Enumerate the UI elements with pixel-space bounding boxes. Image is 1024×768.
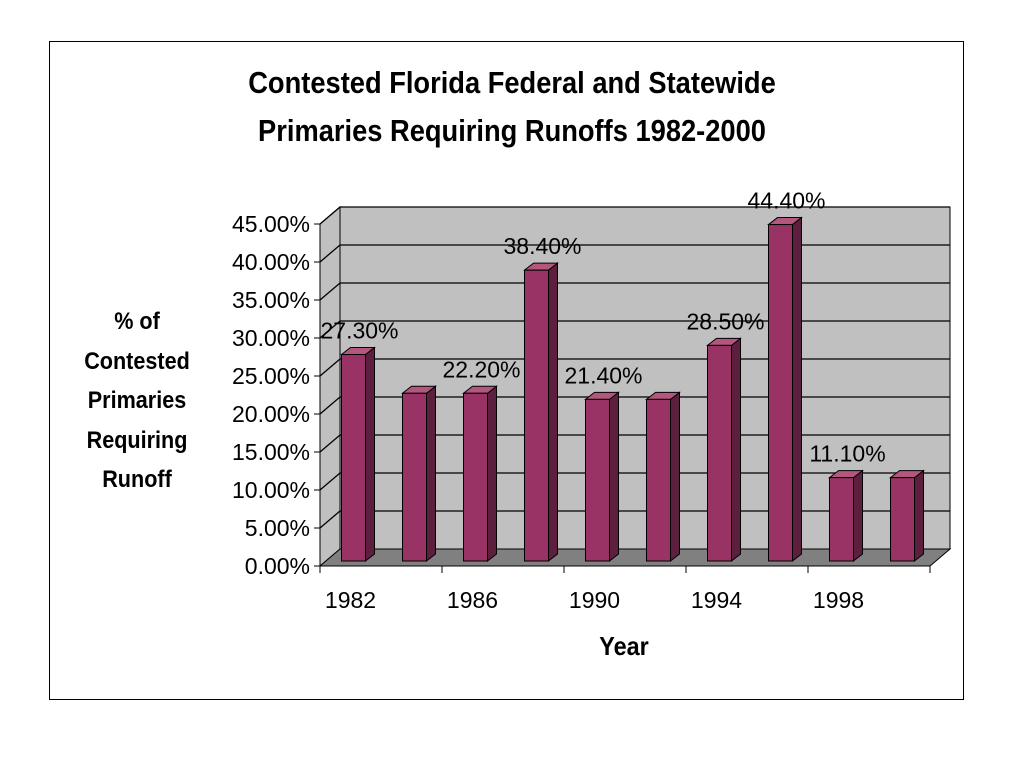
bar-side (548, 262, 558, 563)
bar (463, 392, 488, 562)
y-tick-label: 20.00% (232, 401, 310, 427)
x-tick-label: 1982 (325, 587, 376, 613)
y-tick-label: 5.00% (245, 515, 310, 541)
bar-side (487, 385, 497, 563)
y-tick-label: 0.00% (245, 553, 310, 579)
bar (646, 398, 671, 562)
y-tick-label: 45.00% (232, 211, 310, 237)
bar-side (426, 385, 436, 563)
bar (707, 344, 732, 562)
bar (402, 392, 427, 562)
side-wall (319, 205, 341, 568)
gridline (319, 510, 950, 529)
y-tick-label: 35.00% (232, 287, 310, 313)
x-tick-label: 1986 (447, 587, 498, 613)
bar (524, 269, 549, 562)
chart-title-line-2: Primaries Requiring Runoffs 1982-2000 (258, 113, 766, 148)
gridline (319, 472, 950, 491)
data-label: 11.10% (809, 441, 885, 467)
bar-side (792, 216, 802, 563)
y-tick-label: 10.00% (232, 477, 310, 503)
y-axis-label-line: Contested (84, 347, 190, 375)
y-axis-label-line: Requiring (86, 426, 188, 454)
data-label: 21.40% (564, 362, 642, 388)
bar (829, 477, 854, 562)
data-label: 27.30% (320, 318, 398, 344)
chart-frame (49, 41, 964, 700)
bar (341, 354, 366, 562)
gridline (319, 434, 950, 453)
bar-side (365, 346, 375, 563)
y-axis-label-line: Primaries (87, 387, 187, 414)
bar-side (670, 391, 680, 563)
y-tick-label: 15.00% (232, 439, 310, 465)
bar (890, 477, 915, 562)
gridline (319, 320, 950, 339)
bar (585, 398, 610, 562)
x-tick-label: 1998 (813, 587, 864, 613)
y-tick-label: 40.00% (232, 249, 310, 275)
y-axis-label: % of Contested Primaries Requiring Runof… (70, 302, 205, 500)
data-label: 22.20% (442, 356, 520, 382)
data-label: 38.40% (503, 233, 581, 259)
data-label: 44.40% (747, 188, 825, 214)
gridline (319, 358, 950, 377)
y-tick-label: 25.00% (232, 363, 310, 389)
x-axis-label: Year (599, 631, 649, 661)
chart-title-line-1: Contested Florida Federal and Statewide (248, 65, 776, 100)
data-label: 28.50% (686, 308, 764, 334)
bar (768, 224, 793, 562)
x-tick-label: 1990 (569, 587, 620, 613)
bar-side (914, 469, 924, 563)
bar-side (609, 391, 619, 563)
gridline (319, 396, 950, 415)
y-axis-label-line: Runoff (102, 466, 172, 493)
y-axis-label-line: % of (114, 308, 160, 335)
gridline (319, 282, 950, 301)
y-tick-label: 30.00% (232, 325, 310, 351)
bar-side (731, 337, 741, 563)
bar-side (853, 469, 863, 563)
x-tick-label: 1994 (691, 587, 742, 613)
gridline (319, 206, 950, 225)
gridline (319, 244, 950, 263)
